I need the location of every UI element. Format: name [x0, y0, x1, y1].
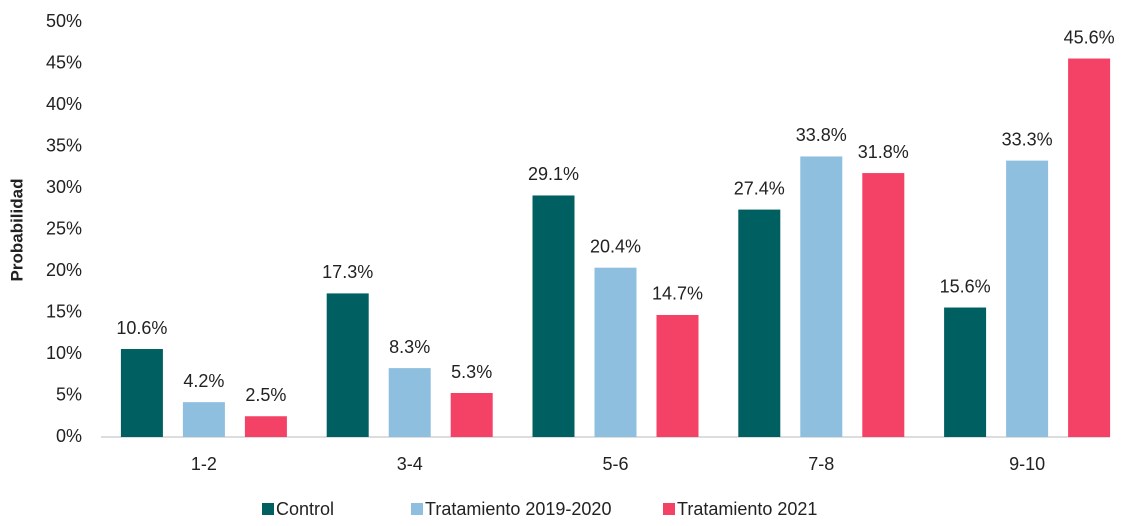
bar	[1068, 58, 1111, 438]
x-tick-label: 9-10	[1009, 454, 1045, 474]
data-label: 14.7%	[652, 284, 703, 304]
data-label: 27.4%	[734, 178, 785, 198]
data-label: 4.2%	[183, 371, 224, 391]
y-tick-label: 25%	[46, 218, 82, 238]
bar	[532, 195, 575, 437]
data-label: 31.8%	[858, 142, 909, 162]
y-tick-label: 45%	[46, 52, 82, 72]
data-label: 2.5%	[245, 385, 286, 405]
legend-label: Control	[276, 499, 334, 519]
y-tick-label: 40%	[46, 94, 82, 114]
data-label: 17.3%	[322, 262, 373, 282]
bar	[244, 416, 287, 437]
x-tick-label: 5-6	[602, 454, 628, 474]
data-label: 45.6%	[1064, 27, 1115, 47]
y-tick-label: 5%	[56, 384, 82, 404]
bar	[944, 307, 987, 437]
data-label: 33.8%	[796, 125, 847, 145]
data-label: 20.4%	[590, 236, 641, 256]
data-label: 10.6%	[116, 318, 167, 338]
bar	[120, 349, 163, 437]
y-tick-label: 30%	[46, 177, 82, 197]
bar	[450, 393, 493, 437]
y-axis-label: Probabilidad	[7, 179, 26, 282]
data-label: 33.3%	[1002, 129, 1053, 149]
y-tick-label: 0%	[56, 426, 82, 446]
bar	[656, 314, 699, 437]
legend-marker	[411, 503, 423, 515]
legend-marker	[262, 503, 274, 515]
bar	[862, 173, 905, 437]
legend-label: Tratamiento 2019-2020	[425, 499, 611, 519]
y-tick-label: 20%	[46, 260, 82, 280]
bar	[388, 368, 431, 437]
x-tick-label: 1-2	[191, 454, 217, 474]
y-tick-label: 10%	[46, 343, 82, 363]
bar	[800, 156, 843, 437]
bar	[326, 293, 369, 437]
data-label: 29.1%	[528, 164, 579, 184]
legend-marker	[663, 503, 675, 515]
bar	[1006, 160, 1049, 438]
data-label: 5.3%	[451, 362, 492, 382]
data-label: 8.3%	[389, 337, 430, 357]
legend-label: Tratamiento 2021	[677, 499, 817, 519]
bar	[182, 402, 225, 437]
y-tick-label: 35%	[46, 135, 82, 155]
y-tick-label: 50%	[46, 11, 82, 31]
bar	[594, 267, 637, 437]
data-label: 15.6%	[940, 276, 991, 296]
y-tick-label: 15%	[46, 301, 82, 321]
x-tick-label: 3-4	[397, 454, 423, 474]
bar	[738, 209, 781, 437]
x-tick-label: 7-8	[808, 454, 834, 474]
